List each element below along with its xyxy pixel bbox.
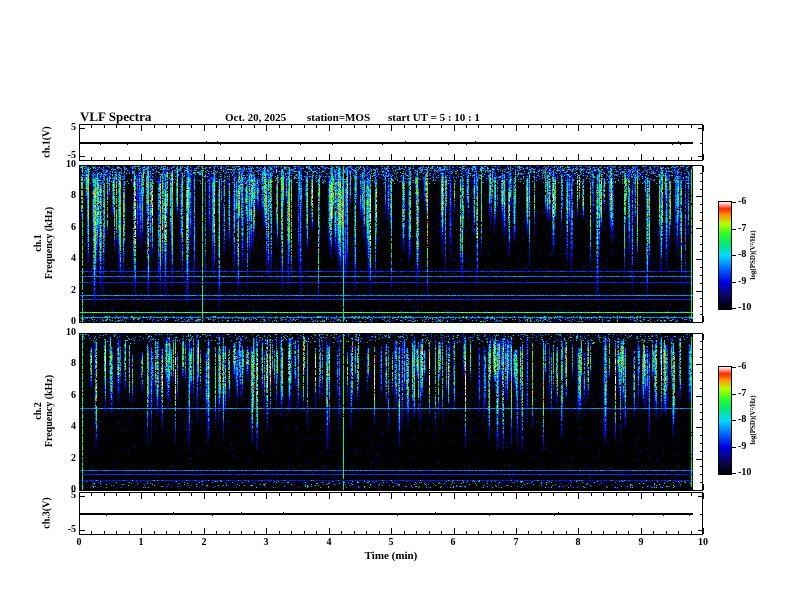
header-start-ut: start UT = 5 : 10 : 1 [388,112,480,124]
xtick-label: 4 [326,537,332,548]
colorbar-tick-label: -8 [738,414,747,425]
ytick-label: 2 [71,453,76,464]
colorbar-tick-label: -6 [738,196,747,207]
ytick-label: 5 [71,122,76,133]
xtick-label: 7 [513,537,519,548]
ch1-voltage-trace-canvas [80,125,693,160]
ytick-label: 5 [71,490,76,501]
header-station: station=MOS [307,112,371,124]
xtick-label: 1 [138,537,144,548]
colorbar-tick-label: -10 [738,302,752,313]
colorbar-ch1-canvas [718,201,732,310]
colorbar-tick-label: -10 [738,467,752,478]
ytick-label: -5 [67,150,76,161]
ch1-spectrogram-canvas [80,166,693,322]
ytick-label: 10 [66,327,76,338]
colorbar-tick-label: -6 [738,361,747,372]
xtick-label: 0 [76,537,82,548]
ylabel-ch1-frequency: ch.1 Frequency (kHz) [33,206,55,280]
xtick-label: 10 [698,537,708,548]
xtick-label: 3 [263,537,269,548]
colorbar-tick-label: -7 [738,223,747,234]
xtick-label: 2 [201,537,207,548]
ytick-label: 4 [71,421,76,432]
xtick-label: 8 [575,537,581,548]
ytick-label: -5 [67,524,76,535]
ytick-label: 0 [71,316,76,327]
ch3-voltage-trace-canvas [80,493,693,534]
ytick-label: 4 [71,253,76,264]
colorbar-tick-label: -7 [738,388,747,399]
colorbar-tick-label: -9 [738,276,747,287]
colorbar-ch2-canvas [718,366,732,475]
colorbar-tick-label: -9 [738,441,747,452]
ytick-label: 2 [71,285,76,296]
colorbar-tick-label: -8 [738,249,747,260]
xtick-label: 9 [638,537,644,548]
ytick-label: 6 [71,390,76,401]
header-date: Oct. 20, 2025 [225,112,287,124]
ch2-spectrogram-canvas [80,334,693,490]
xaxis-label: Time (min) [364,550,418,562]
ytick-label: 10 [66,159,76,170]
ylabel-ch3-voltage: ch.3(V) [41,497,53,529]
ylabel-ch1-voltage: ch.1(V) [41,126,53,158]
ytick-label: 6 [71,222,76,233]
ytick-label: 8 [71,190,76,201]
ytick-label: 8 [71,358,76,369]
xtick-label: 5 [388,537,394,548]
ylabel-ch2-frequency: ch.2 Frequency (kHz) [33,374,55,448]
xtick-label: 6 [450,537,456,548]
